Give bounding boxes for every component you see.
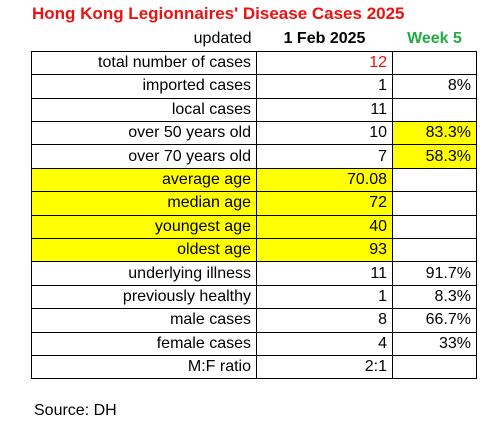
table-row: median age 72 [31, 191, 477, 216]
row-value: 1 [256, 74, 393, 99]
row-percent: 66.7% [392, 308, 477, 333]
row-percent [392, 191, 477, 216]
table-row: over 70 years old 7 58.3% [31, 144, 477, 169]
row-label: average age [31, 167, 257, 193]
stats-table: updated 1 Feb 2025 Week 5 total number o… [31, 28, 477, 380]
row-percent [392, 50, 477, 76]
table-row: oldest age 93 [31, 238, 477, 263]
row-label: female cases [31, 331, 257, 356]
table-row: youngest age 40 [31, 214, 477, 240]
table-row: underlying illness 11 91.7% [31, 261, 477, 286]
chart-title: Hong Kong Legionnaires' Disease Cases 20… [32, 4, 405, 23]
table-row: imported cases 1 8% [31, 74, 477, 99]
table-row: M:F ratio 2:1 [31, 354, 477, 380]
updated-label: updated [193, 30, 252, 48]
row-percent [392, 167, 477, 193]
row-value: 72 [256, 191, 393, 216]
table-row: male cases 8 66.7% [31, 308, 477, 333]
row-percent [392, 354, 477, 380]
updated-date: 1 Feb 2025 [283, 30, 366, 48]
row-label: imported cases [31, 74, 257, 99]
row-value: 70.08 [256, 167, 393, 193]
row-percent: 8% [392, 74, 477, 99]
row-label: youngest age [31, 214, 257, 240]
row-label: male cases [31, 308, 257, 333]
row-value: 7 [256, 144, 393, 169]
row-value: 40 [256, 214, 393, 240]
row-label: over 50 years old [31, 121, 257, 146]
table-row: average age 70.08 [31, 167, 477, 193]
row-value: 2:1 [256, 354, 393, 380]
row-label: median age [31, 191, 257, 216]
row-percent [392, 238, 477, 263]
row-percent: 91.7% [392, 261, 477, 286]
row-percent: 33% [392, 331, 477, 356]
row-label: M:F ratio [31, 354, 257, 380]
row-value: 4 [256, 331, 393, 356]
table-row: over 50 years old 10 83.3% [31, 121, 477, 146]
row-label: oldest age [31, 238, 257, 263]
row-percent: 83.3% [392, 121, 477, 146]
week-label: Week 5 [407, 30, 462, 48]
table-row: previously healthy 1 8.3% [31, 284, 477, 310]
row-value: 11 [256, 261, 393, 286]
row-percent: 58.3% [392, 144, 477, 169]
table-header-row: updated 1 Feb 2025 Week 5 [32, 28, 477, 51]
row-value: 93 [256, 238, 393, 263]
table-row: total number of cases 12 [31, 50, 477, 76]
row-percent: 8.3% [392, 284, 477, 310]
row-percent [392, 214, 477, 240]
row-value: 8 [256, 308, 393, 333]
table-row: female cases 4 33% [31, 331, 477, 356]
row-label: total number of cases [31, 50, 257, 76]
table-row: local cases 11 [31, 97, 477, 123]
row-label: previously healthy [31, 284, 257, 310]
row-percent [392, 97, 477, 123]
row-label: local cases [31, 97, 257, 123]
row-value: 10 [256, 121, 393, 146]
row-label: underlying illness [31, 261, 257, 286]
row-value: 11 [256, 97, 393, 123]
row-value: 12 [256, 50, 393, 76]
row-label: over 70 years old [31, 144, 257, 169]
source-note: Source: DH [34, 402, 117, 419]
row-value: 1 [256, 284, 393, 310]
